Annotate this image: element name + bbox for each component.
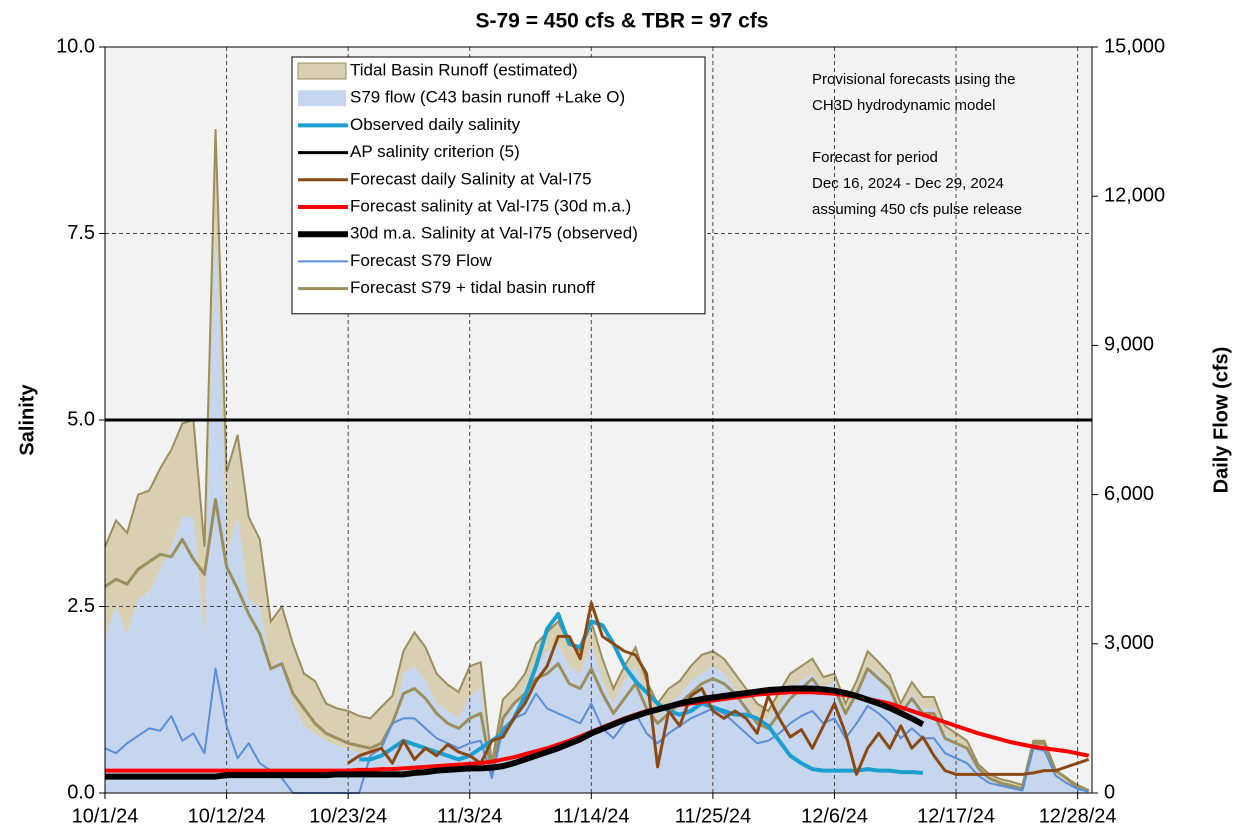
y2-tick-label: 3,000	[1104, 632, 1154, 654]
plot-border	[104, 46, 1093, 794]
y2-axis-label: Daily Flow (cfs)	[1210, 347, 1232, 494]
legend-label: Observed daily salinity	[350, 115, 521, 134]
legend-label: AP salinity criterion (5)	[350, 142, 520, 161]
legend-swatch	[298, 90, 346, 107]
y2-tick-label: 9,000	[1104, 334, 1154, 356]
legend-label: Forecast salinity at Val-I75 (30d m.a.)	[350, 196, 631, 215]
legend-swatch	[297, 62, 347, 80]
annotation: Dec 16, 2024 - Dec 29, 2024	[812, 175, 1004, 192]
annotations: Provisional forecasts using the CH3D hydr…	[812, 71, 1022, 218]
x-tick-label: 12/17/24	[917, 805, 995, 827]
annotation: assuming 450 cfs pulse release	[812, 201, 1022, 218]
series-line	[359, 611, 924, 775]
chart-title: S-79 = 450 cfs & TBR = 97 cfs	[476, 10, 769, 33]
y2-tick-label: 12,000	[1104, 184, 1165, 206]
y-tick-label: 0.0	[67, 781, 95, 803]
y-axis-label: Salinity	[16, 384, 38, 456]
area	[105, 129, 1089, 792]
legend: Tidal Basin Runoff (estimated) S79 flow (…	[291, 56, 706, 315]
y-tick-label: 10.0	[56, 35, 95, 57]
legend-label: Forecast S79 Flow	[350, 251, 492, 270]
annotation: Forecast for period	[812, 149, 938, 166]
y2-tick-label: 6,000	[1104, 483, 1154, 505]
x-tick-label: 10/12/24	[188, 805, 266, 827]
legend-label: S79 flow (C43 basin runoff +Lake O)	[350, 88, 625, 107]
area-edge	[104, 129, 1090, 791]
legend-label: Forecast S79 + tidal basin runoff	[350, 278, 595, 297]
x-tick-label: 11/3/24	[437, 805, 502, 827]
axes: 0.0 2.5 5.0 7.5 10.0 0 3,000 6,000 9,000 12,000 15…	[56, 35, 1165, 827]
lines	[104, 418, 1092, 794]
legend-label: 30d m.a. Salinity at Val-I75 (observed)	[350, 224, 638, 243]
legend-box	[291, 56, 706, 315]
y2-tick-label: 15,000	[1104, 35, 1165, 57]
x-tick-label: 11/14/24	[553, 805, 629, 827]
legend-label: Tidal Basin Runoff (estimated)	[350, 60, 578, 79]
x-tick-label: 11/25/24	[675, 805, 751, 827]
x-tick-label: 10/1/24	[72, 805, 139, 827]
series-line	[347, 601, 1090, 776]
annotation: Provisional forecasts using the	[812, 71, 1015, 88]
series-line	[105, 685, 925, 780]
y-tick-label: 5.0	[67, 408, 95, 430]
x-tick-label: 12/28/24	[1039, 805, 1117, 827]
annotation: CH3D hydrodynamic model	[812, 97, 995, 114]
y2-tick-label: 0	[1104, 781, 1115, 803]
legend-label: Forecast daily Salinity at Val-I75	[350, 169, 592, 188]
y-tick-label: 2.5	[67, 595, 95, 617]
x-tick-label: 10/23/24	[309, 805, 387, 827]
y-tick-label: 7.5	[67, 222, 95, 244]
x-tick-label: 12/6/24	[801, 805, 868, 827]
